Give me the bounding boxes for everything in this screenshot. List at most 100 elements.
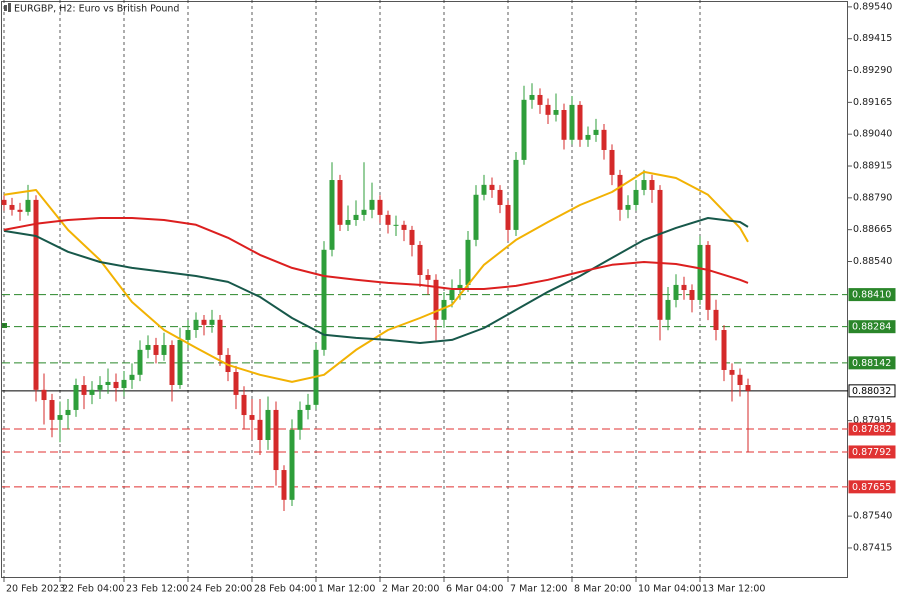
candle-body xyxy=(537,94,543,105)
candle-body xyxy=(649,180,655,190)
candle-body xyxy=(289,429,295,500)
candle-body xyxy=(473,194,479,240)
candle-body xyxy=(417,244,423,275)
price-level-label: 0.87655 xyxy=(852,482,891,493)
candle-body xyxy=(409,229,415,245)
price-level-label: 0.88410 xyxy=(852,290,891,301)
price-level-box xyxy=(848,445,896,459)
candle-body xyxy=(545,104,551,115)
candle-body xyxy=(529,94,535,100)
candle-body xyxy=(457,284,463,291)
candle-body xyxy=(153,345,159,355)
x-tick-label: 28 Feb 04:00 xyxy=(254,584,316,595)
y-tick-label: 0.89540 xyxy=(853,1,892,12)
y-tick-label: 0.87915 xyxy=(853,415,892,426)
candle-body xyxy=(81,384,87,395)
candle-body xyxy=(385,214,391,225)
candle-body xyxy=(241,394,247,416)
candle-body xyxy=(689,290,695,300)
candle-body xyxy=(281,470,287,500)
candle-body xyxy=(105,381,111,385)
candle-body xyxy=(569,104,575,140)
candle-body xyxy=(89,389,95,395)
candle-body xyxy=(593,129,599,135)
candle-body xyxy=(17,209,23,212)
price-level-box xyxy=(848,384,896,398)
candle-body xyxy=(49,400,55,420)
price-level-box xyxy=(848,288,896,302)
candle-body xyxy=(345,219,351,225)
price-level-label: 0.87792 xyxy=(852,447,891,458)
candle-body xyxy=(129,374,135,380)
candle-body xyxy=(401,224,407,230)
price-level-label: 0.88284 xyxy=(852,322,891,333)
candle-body xyxy=(321,249,327,350)
candle-body xyxy=(713,309,719,330)
candle-body xyxy=(9,204,15,210)
y-tick-label: 0.89290 xyxy=(853,65,892,76)
y-tick-label: 0.88540 xyxy=(853,256,892,267)
candle-body xyxy=(193,319,199,330)
candle-body xyxy=(577,104,583,140)
candle-body xyxy=(553,109,559,115)
price-level-label: 0.88142 xyxy=(852,358,891,369)
candle-body xyxy=(585,134,591,140)
price-level-label: 0.87882 xyxy=(852,424,891,435)
candle-body xyxy=(57,415,63,420)
candle-body xyxy=(657,189,663,320)
candle-body xyxy=(177,339,183,385)
candle-body xyxy=(369,199,375,210)
candle-body xyxy=(73,384,79,410)
x-tick-label: 2 Mar 20:00 xyxy=(382,584,439,595)
y-tick-label: 0.88790 xyxy=(853,192,892,203)
candle-body xyxy=(137,349,143,375)
candle-body xyxy=(41,389,47,401)
candle-body xyxy=(265,409,271,440)
candle-body xyxy=(249,415,255,420)
candle-body xyxy=(257,419,263,440)
candle-body xyxy=(225,354,231,373)
price-level-label: 0.88032 xyxy=(852,386,891,397)
chart-title: EURGBP, H2: Euro vs British Pound xyxy=(14,4,179,15)
candle-body xyxy=(377,199,383,215)
candle-body xyxy=(65,409,71,416)
candle-body xyxy=(505,204,511,230)
candle-body xyxy=(737,374,743,385)
x-tick-label: 8 Mar 20:00 xyxy=(574,584,631,595)
candle-body xyxy=(337,180,343,225)
candle-body xyxy=(561,109,567,140)
candle-body xyxy=(209,319,215,325)
candle-body xyxy=(353,214,359,220)
candle-body xyxy=(745,384,751,391)
candle-body xyxy=(169,345,175,385)
x-tick-label: 1 Mar 12:00 xyxy=(318,584,375,595)
moving-average xyxy=(3,217,749,290)
y-tick-label: 0.89415 xyxy=(853,33,892,44)
y-tick-label: 0.88915 xyxy=(853,161,892,172)
candle-body xyxy=(305,404,311,410)
level-marker xyxy=(2,323,7,328)
candle-body xyxy=(329,180,335,250)
x-tick-label: 6 Mar 04:00 xyxy=(446,584,503,595)
moving-average xyxy=(3,170,749,383)
candle-body xyxy=(25,199,31,212)
candle-body xyxy=(609,149,615,175)
candle-body xyxy=(601,129,607,150)
moving-average xyxy=(3,217,749,344)
candle-body xyxy=(705,244,711,310)
plot-frame xyxy=(1,1,848,578)
x-tick-label: 10 Mar 04:00 xyxy=(638,584,701,595)
candle-body xyxy=(161,345,167,355)
candle-body xyxy=(33,199,39,390)
y-tick-label: 0.87415 xyxy=(853,542,892,553)
y-tick-label: 0.88665 xyxy=(853,224,892,235)
candle-body xyxy=(113,381,119,389)
candle-body xyxy=(673,284,679,300)
candle-body xyxy=(361,209,367,215)
candle-body xyxy=(521,99,527,160)
candle-body xyxy=(641,180,647,190)
candle-body xyxy=(665,299,671,320)
y-tick-label: 0.89040 xyxy=(853,129,892,140)
candle-body xyxy=(465,239,471,285)
